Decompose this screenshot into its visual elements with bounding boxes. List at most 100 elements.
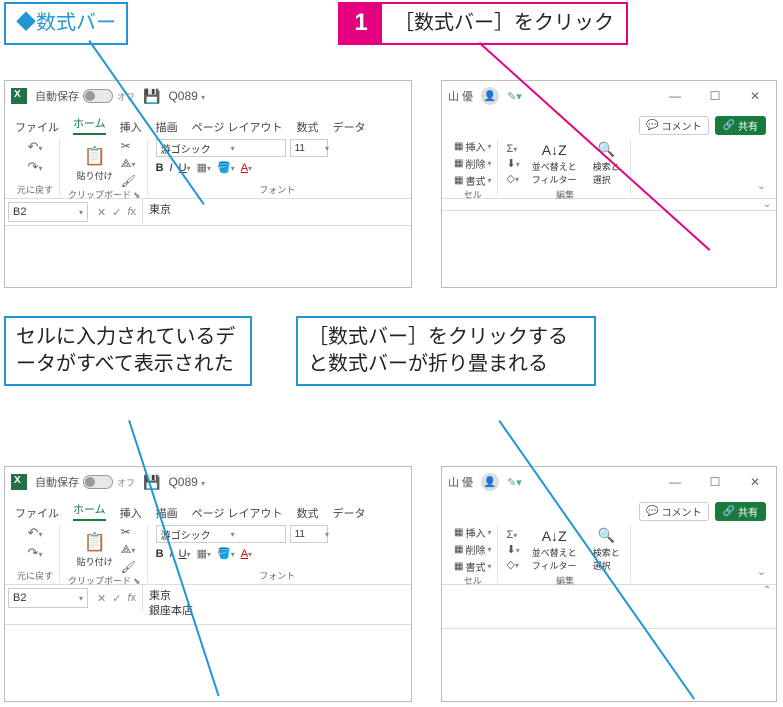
font-size-select-2[interactable]: 11▾	[290, 525, 328, 543]
formatpainter-icon[interactable]: 🖌	[121, 174, 136, 188]
paste-button[interactable]: 📋 貼り付け	[73, 144, 117, 184]
font-color-button-2[interactable]: A▾	[241, 548, 252, 560]
underline-button-2[interactable]: U▾	[179, 548, 191, 560]
undo-icon-2[interactable]: ↶▾	[28, 525, 43, 541]
minimize-button-2[interactable]: —	[660, 475, 690, 489]
fill-color-button-2[interactable]: 🪣▾	[217, 547, 235, 560]
formula-input-r2[interactable]	[442, 585, 758, 593]
copy-icon[interactable]: ⟁▾	[121, 156, 136, 171]
delete-cells-button-2[interactable]: ▦ 削除 ▾	[454, 542, 491, 557]
pen-icon-2[interactable]: ✎▾	[507, 476, 522, 489]
name-box-2[interactable]: B2▾	[8, 588, 88, 608]
find-select-button-2[interactable]: 🔍 検索と 選択	[589, 525, 624, 574]
cancel-icon[interactable]: ✕	[97, 206, 106, 219]
italic-button[interactable]: I	[170, 162, 173, 174]
formula-bar-r2: ⌃	[442, 585, 776, 629]
share-button[interactable]: 🔗 共有	[715, 116, 766, 135]
autosave-2[interactable]: 自動保存 オフ	[35, 474, 135, 490]
close-button[interactable]: ✕	[740, 89, 770, 103]
fill-icon[interactable]: ⬇▾	[506, 157, 519, 170]
undo-icon[interactable]: ↶▾	[28, 139, 43, 155]
tab-insert-2[interactable]: 挿入	[120, 505, 142, 521]
group-font-label: フォント	[259, 183, 295, 196]
copy-icon-2[interactable]: ⟁▾	[121, 542, 136, 557]
minimize-button[interactable]: —	[660, 89, 690, 103]
font-name-select[interactable]: 游ゴシック▾	[156, 139, 286, 157]
fill-icon-2[interactable]: ⬇▾	[506, 543, 519, 556]
formula-input[interactable]: 東京	[143, 199, 411, 222]
format-cells-button-2[interactable]: ▦ 書式 ▾	[454, 559, 491, 574]
tab-draw[interactable]: 描画	[156, 119, 178, 135]
fx-icon[interactable]: fx	[127, 206, 136, 218]
border-button-2[interactable]: ▦▾	[197, 547, 211, 560]
formula-expand-button[interactable]: ⌄	[758, 199, 776, 210]
share-button-2[interactable]: 🔗 共有	[715, 502, 766, 521]
group-clipboard-2: 📋 貼り付け ✂ ⟁▾ 🖌 クリップボード⬊	[62, 525, 148, 582]
document-name[interactable]: Q089 ▾	[168, 89, 205, 103]
insert-cells-button-2[interactable]: ▦ 挿入 ▾	[454, 525, 491, 540]
paste-button-2[interactable]: 📋 貼り付け	[73, 530, 117, 570]
avatar-icon[interactable]: 👤	[481, 87, 499, 105]
delete-cells-button[interactable]: ▦ 削除 ▾	[454, 156, 491, 171]
autosave-label-2: 自動保存	[35, 474, 79, 490]
fx-icon-2[interactable]: fx	[127, 592, 136, 604]
tab-insert[interactable]: 挿入	[120, 119, 142, 135]
sort-filter-button[interactable]: A↓Z 並べ替えと フィルター	[528, 140, 581, 188]
formula-collapse-button[interactable]: ⌃	[758, 585, 776, 596]
autosave-toggle[interactable]	[83, 89, 113, 103]
clear-icon-2[interactable]: ◇▾	[506, 558, 519, 571]
redo-icon-2[interactable]: ↷▾	[28, 545, 43, 561]
name-box[interactable]: B2▾	[8, 202, 88, 222]
font-color-button[interactable]: A▾	[241, 162, 252, 174]
insert-cells-button[interactable]: ▦ 挿入 ▾	[454, 139, 491, 154]
tab-layout-2[interactable]: ページ レイアウト	[192, 505, 283, 521]
document-name-2[interactable]: Q089 ▾	[168, 475, 205, 489]
maximize-button[interactable]: ☐	[700, 89, 730, 103]
comment-button-2[interactable]: 💬 コメント	[639, 502, 708, 521]
excel-window-right-top: 山 優 👤 ✎▾ — ☐ ✕ 💬 コメント 🔗 共有 ▦ 挿入 ▾ ▦ 削除 ▾…	[441, 80, 777, 288]
tab-home-2[interactable]: ホーム	[73, 501, 106, 521]
pen-icon[interactable]: ✎▾	[507, 90, 522, 103]
enter-icon-2[interactable]: ✓	[112, 592, 121, 605]
tab-formulas-2[interactable]: 数式	[297, 505, 319, 521]
redo-icon[interactable]: ↷▾	[28, 159, 43, 175]
autosave[interactable]: 自動保存 オフ	[35, 88, 135, 104]
comment-button[interactable]: 💬 コメント	[639, 116, 708, 135]
font-name-select-2[interactable]: 游ゴシック▾	[156, 525, 286, 543]
cancel-icon-2[interactable]: ✕	[97, 592, 106, 605]
formatpainter-icon-2[interactable]: 🖌	[121, 560, 136, 574]
ribbon-tabs: ファイル ホーム 挿入 描画 ページ レイアウト 数式 データ	[5, 111, 411, 135]
ribbon-collapse-icon[interactable]: ⌄	[753, 175, 770, 196]
username: 山 優	[448, 88, 473, 104]
formula-input-r[interactable]	[442, 199, 758, 207]
excel-logo-icon	[11, 88, 27, 104]
tab-layout[interactable]: ページ レイアウト	[192, 119, 283, 135]
close-button-2[interactable]: ✕	[740, 475, 770, 489]
cut-icon-2[interactable]: ✂	[121, 525, 136, 539]
sort-filter-button-2[interactable]: A↓Z 並べ替えと フィルター	[528, 526, 581, 574]
tab-file-2[interactable]: ファイル	[15, 505, 59, 521]
avatar-icon-2[interactable]: 👤	[481, 473, 499, 491]
tab-data[interactable]: データ	[333, 119, 366, 135]
ribbon-collapse-icon-2[interactable]: ⌄	[753, 561, 770, 582]
autosum-icon-2[interactable]: Σ▾	[506, 529, 519, 541]
format-cells-button[interactable]: ▦ 書式 ▾	[454, 173, 491, 188]
autosum-icon[interactable]: Σ▾	[506, 143, 519, 155]
titlebar-r: 山 優 👤 ✎▾ — ☐ ✕	[442, 81, 776, 111]
enter-icon[interactable]: ✓	[112, 206, 121, 219]
tab-formulas[interactable]: 数式	[297, 119, 319, 135]
tab-home[interactable]: ホーム	[73, 115, 106, 135]
fill-color-button[interactable]: 🪣▾	[217, 161, 235, 174]
border-button[interactable]: ▦▾	[197, 161, 211, 174]
cut-icon[interactable]: ✂	[121, 139, 136, 153]
maximize-button-2[interactable]: ☐	[700, 475, 730, 489]
bold-button[interactable]: B	[156, 162, 164, 174]
save-icon[interactable]: 💾	[143, 88, 160, 105]
titlebar-2: 自動保存 オフ 💾 Q089 ▾	[5, 467, 411, 497]
autosave-toggle-2[interactable]	[83, 475, 113, 489]
tab-data-2[interactable]: データ	[333, 505, 366, 521]
bold-button-2[interactable]: B	[156, 548, 164, 560]
tab-file[interactable]: ファイル	[15, 119, 59, 135]
font-size-select[interactable]: 11▾	[290, 139, 328, 157]
clear-icon[interactable]: ◇▾	[506, 172, 519, 185]
